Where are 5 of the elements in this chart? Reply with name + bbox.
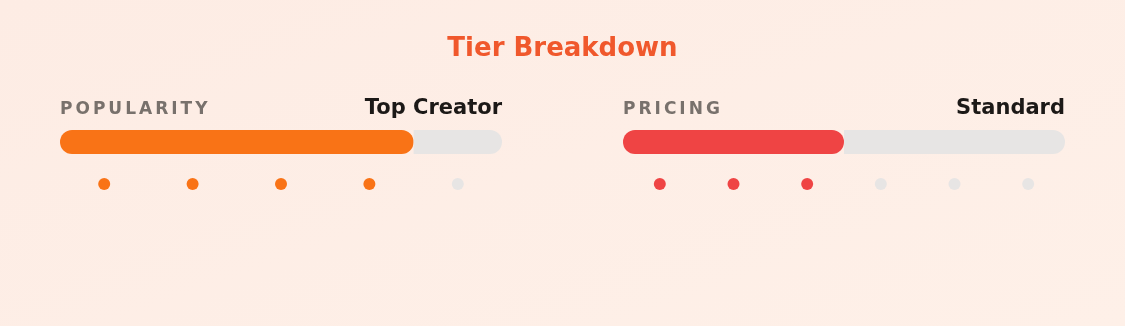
- chart-subtitle: Top Creator: [364, 95, 502, 119]
- text: Tier Breakdown: [446, 32, 679, 62]
- chart-title: PRICING: [623, 98, 723, 118]
- chart-title: POPULARITY: [60, 98, 211, 118]
- chart-subtitle: Standard: [956, 95, 1065, 119]
